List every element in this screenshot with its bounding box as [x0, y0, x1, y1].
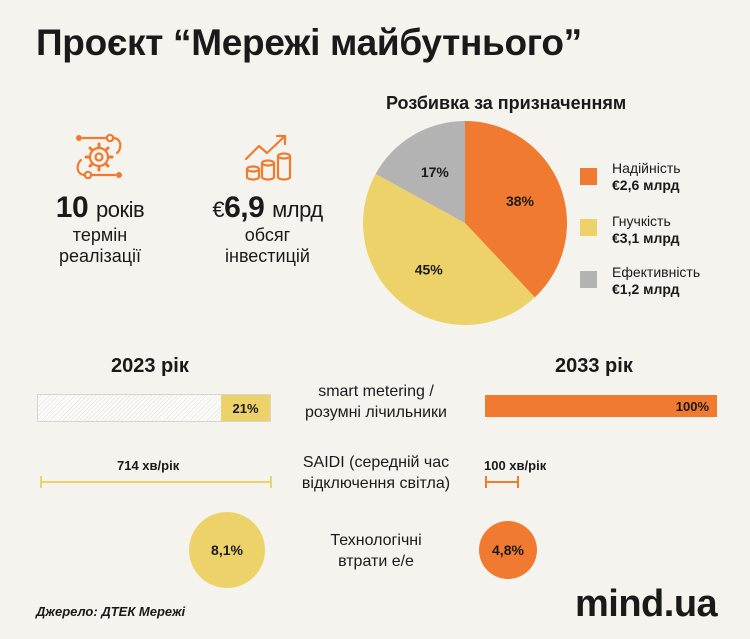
stat-investment-currency: €	[212, 197, 225, 222]
stat-investment-number: 6,9	[224, 191, 265, 224]
smart-metering-2023-label: 21%	[232, 400, 259, 416]
pie-slice-efficiency	[375, 121, 465, 223]
saidi-label-line2: відключення світла)	[301, 475, 451, 492]
year-2023: 2023 рік	[111, 355, 189, 377]
stat-duration-number: 10	[55, 191, 89, 224]
stat-investment-label: обсяг інвестицій	[195, 225, 340, 267]
stat-investment-label-line2: інвестицій	[225, 246, 310, 266]
losses-2033-bubble: 4,8%	[478, 520, 538, 580]
stat-investment-label-line1: обсяг	[244, 225, 291, 245]
smart-metering-2023-bar: 21%	[221, 395, 270, 421]
legend-amount-flexibility: €3,1 млрд	[612, 230, 680, 246]
saidi-2033-value: 100 хв/рік	[484, 458, 547, 473]
source-note: Джерело: ДТЕК Мережі	[36, 604, 186, 619]
brand-logo: mind.ua	[575, 583, 718, 625]
stat-duration-label-line1: термін	[72, 225, 128, 245]
stat-duration-label: термін реалізації	[40, 225, 160, 267]
stat-duration: 10 років	[40, 191, 160, 225]
stat-duration-unit: років	[96, 197, 145, 222]
pie-chart: 38% 45% 17%	[363, 121, 567, 325]
stat-investment-unit: млрд	[272, 197, 323, 222]
legend-swatch-reliability	[580, 168, 597, 185]
losses-label-line1: Технологічні	[330, 532, 422, 549]
coins-growth-icon	[243, 131, 295, 183]
legend-amount-reliability: €2,6 млрд	[612, 177, 680, 193]
losses-2023-bubble: 8,1%	[189, 512, 265, 588]
page-title: Проєкт “Мережі майбутнього”	[36, 22, 582, 63]
legend-swatch-flexibility	[580, 219, 597, 236]
pie-slice-reliability	[465, 121, 567, 298]
losses-2033-label: 4,8%	[492, 541, 524, 558]
pie-title: Розбивка за призначенням	[386, 93, 627, 113]
stat-duration-label-line2: реалізації	[58, 246, 142, 266]
legend-amount-efficiency: €1,2 млрд	[612, 281, 680, 297]
losses-label-line2: втрати е/е	[338, 553, 414, 570]
pie-label-reliability: 38%	[506, 193, 535, 209]
stat-investment: €6,9 млрд	[195, 191, 340, 225]
year-2033: 2033 рік	[555, 355, 633, 377]
pie-label-efficiency: 17%	[421, 164, 450, 180]
smart-metering-2033-bar: 100%	[485, 395, 717, 417]
smart-metering-label-line1: smart metering /	[318, 383, 434, 400]
saidi-2023-value: 714 хв/рік	[117, 458, 180, 473]
legend-name-reliability: Надійність	[612, 160, 681, 176]
saidi-label-line1: SAIDI (середній час	[302, 454, 450, 471]
losses-label: Технологічні втрати е/е	[282, 530, 470, 572]
legend-name-efficiency: Ефективність	[612, 264, 701, 280]
saidi-2033-range	[485, 476, 519, 488]
pie-label-flexibility: 45%	[415, 262, 444, 278]
smart-metering-label: smart metering / розумні лічильники	[282, 381, 470, 423]
pie-slice-flexibility	[363, 173, 535, 325]
saidi-label: SAIDI (середній час відключення світла)	[282, 452, 470, 494]
losses-2023-label: 8,1%	[211, 542, 243, 558]
smart-metering-label-line2: розумні лічильники	[305, 404, 447, 421]
legend-name-flexibility: Гнучкість	[612, 213, 671, 229]
smart-metering-2033-label: 100%	[675, 398, 709, 414]
gear-network-icon	[73, 131, 125, 183]
saidi-2023-range	[40, 476, 272, 488]
legend-swatch-efficiency	[580, 271, 597, 288]
